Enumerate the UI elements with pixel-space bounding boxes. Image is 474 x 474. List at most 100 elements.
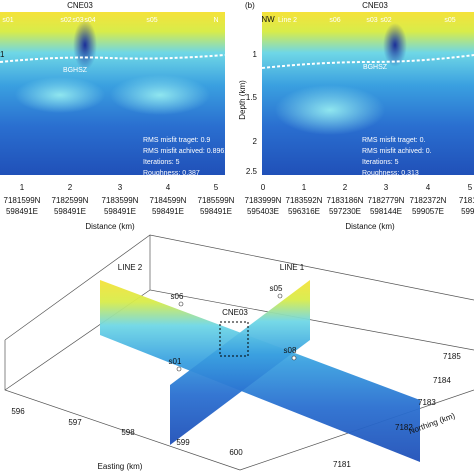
anomaly xyxy=(73,20,97,70)
x-tick-label: 1 xyxy=(20,183,25,192)
box-frame xyxy=(4,234,474,471)
easting-tick: 597 xyxy=(68,418,82,427)
station-label: s02 xyxy=(380,17,391,24)
coord-label: 596316E xyxy=(288,207,320,216)
site-label: CNE03 xyxy=(222,308,248,317)
x-axis-label: Distance (km) xyxy=(345,222,395,231)
x-tick-label: 2 xyxy=(68,183,73,192)
anomaly xyxy=(275,85,385,135)
stats-text: Iterations: 5 xyxy=(362,159,399,166)
easting-tick: 599 xyxy=(176,438,190,447)
stats-text: RMS misfit achived: 0. xyxy=(362,148,432,155)
station-marker xyxy=(176,366,182,372)
x-tick-label: 5 xyxy=(214,183,219,192)
stats-text: RMS misfit achived: 0.8961 xyxy=(143,148,228,155)
x-tick-label: 2 xyxy=(343,183,348,192)
panel-b xyxy=(261,12,474,175)
northing-tick: 7183 xyxy=(418,398,436,407)
easting-tick: 600 xyxy=(229,448,243,457)
panel-c xyxy=(4,234,474,471)
station-label: s05 xyxy=(270,284,283,293)
x-axis-label: Distance (km) xyxy=(85,222,135,231)
x-tick-label: 0 xyxy=(261,183,266,192)
station-label: s03 xyxy=(72,17,83,24)
station-label: s01 xyxy=(2,17,13,24)
station-marker xyxy=(277,293,283,299)
coord-label: 7183186N xyxy=(327,196,364,205)
station-label: s02 xyxy=(60,17,71,24)
y-axis-label: Depth (km) xyxy=(238,80,247,120)
x-tick-label: 1 xyxy=(302,183,307,192)
x-tick-label: 5 xyxy=(468,183,473,192)
station-label: N xyxy=(213,17,218,24)
station-label: s05 xyxy=(444,17,455,24)
coord-label: 598491E xyxy=(104,207,136,216)
bghsz-line xyxy=(0,54,226,63)
y-tick-label: 2.5 xyxy=(246,167,258,176)
northing-tick: 7184 xyxy=(433,376,451,385)
stats-text: Roughness: 0.387 xyxy=(143,170,200,177)
coord-label: 595403E xyxy=(247,207,279,216)
coord-label: 7185599N xyxy=(198,196,235,205)
station-label: s04 xyxy=(84,17,95,24)
x-tick-label: 4 xyxy=(426,183,431,192)
easting-tick: 596 xyxy=(11,407,25,416)
coord-label: 7183999N xyxy=(245,196,282,205)
coord-label: 7184599N xyxy=(150,196,187,205)
coord-label: 7183599N xyxy=(102,196,139,205)
anomaly xyxy=(383,23,407,67)
easting-label: Easting (km) xyxy=(98,462,143,471)
panel-a xyxy=(0,12,226,175)
line1-slice xyxy=(170,280,310,445)
coord-label: 598491E xyxy=(152,207,184,216)
site-box xyxy=(219,321,249,357)
x-tick-label: 3 xyxy=(384,183,389,192)
bghsz-line xyxy=(261,54,474,69)
anomaly xyxy=(110,75,210,115)
x-tick-label: 3 xyxy=(118,183,123,192)
stats-text: Roughness: 0.313 xyxy=(362,170,419,177)
coord-label: 598491E xyxy=(54,207,86,216)
y-tick-label: 1.5 xyxy=(246,93,258,102)
anomaly xyxy=(15,77,105,113)
coord-label: 7183592N xyxy=(286,196,323,205)
coord-label: 597230E xyxy=(329,207,361,216)
zone-label: BGHSZ xyxy=(363,64,388,71)
coord-label: 7182779N xyxy=(368,196,405,205)
coord-label: 7181599N xyxy=(4,196,41,205)
northing-tick: 7181 xyxy=(333,460,351,469)
coord-label: 599057E xyxy=(412,207,444,216)
easting-tick: 598 xyxy=(121,428,135,437)
edge-tick: 1 xyxy=(0,50,5,59)
panel-title: CNE03 xyxy=(362,1,388,10)
station-label: s06 xyxy=(329,17,340,24)
northing-tick: 7185 xyxy=(443,352,461,361)
x-tick-label: 4 xyxy=(166,183,171,192)
station-label: s01 xyxy=(169,357,182,366)
zone-label: BGHSZ xyxy=(63,67,88,74)
stats-text: Iterations: 5 xyxy=(143,159,180,166)
coord-label: 7182372N xyxy=(410,196,447,205)
station-label: s08 xyxy=(284,346,297,355)
y-tick-label: 2 xyxy=(253,137,258,146)
northing-tick: 7182 xyxy=(395,423,413,432)
coord-label: 5999 xyxy=(461,207,474,216)
station-label: s05 xyxy=(146,17,157,24)
station-label: s06 xyxy=(171,292,184,301)
line-label: LINE 2 xyxy=(118,263,143,272)
station-label: NW xyxy=(261,15,275,24)
station-marker xyxy=(178,301,184,307)
stats-text: RMS misfit traget: 0.9 xyxy=(143,137,210,144)
coord-label: 598144E xyxy=(370,207,402,216)
coord-label: 71819 xyxy=(459,196,474,205)
stats-text: RMS misfit traget: 0. xyxy=(362,137,425,144)
station-marker xyxy=(291,355,297,361)
line-label: Line 2 xyxy=(278,17,297,24)
panel-title: CNE03 xyxy=(67,1,93,10)
coord-label: 7182599N xyxy=(52,196,89,205)
station-label: s03 xyxy=(366,17,377,24)
coord-label: 598491E xyxy=(6,207,38,216)
coord-label: 598491E xyxy=(200,207,232,216)
y-tick-label: 1 xyxy=(253,50,258,59)
